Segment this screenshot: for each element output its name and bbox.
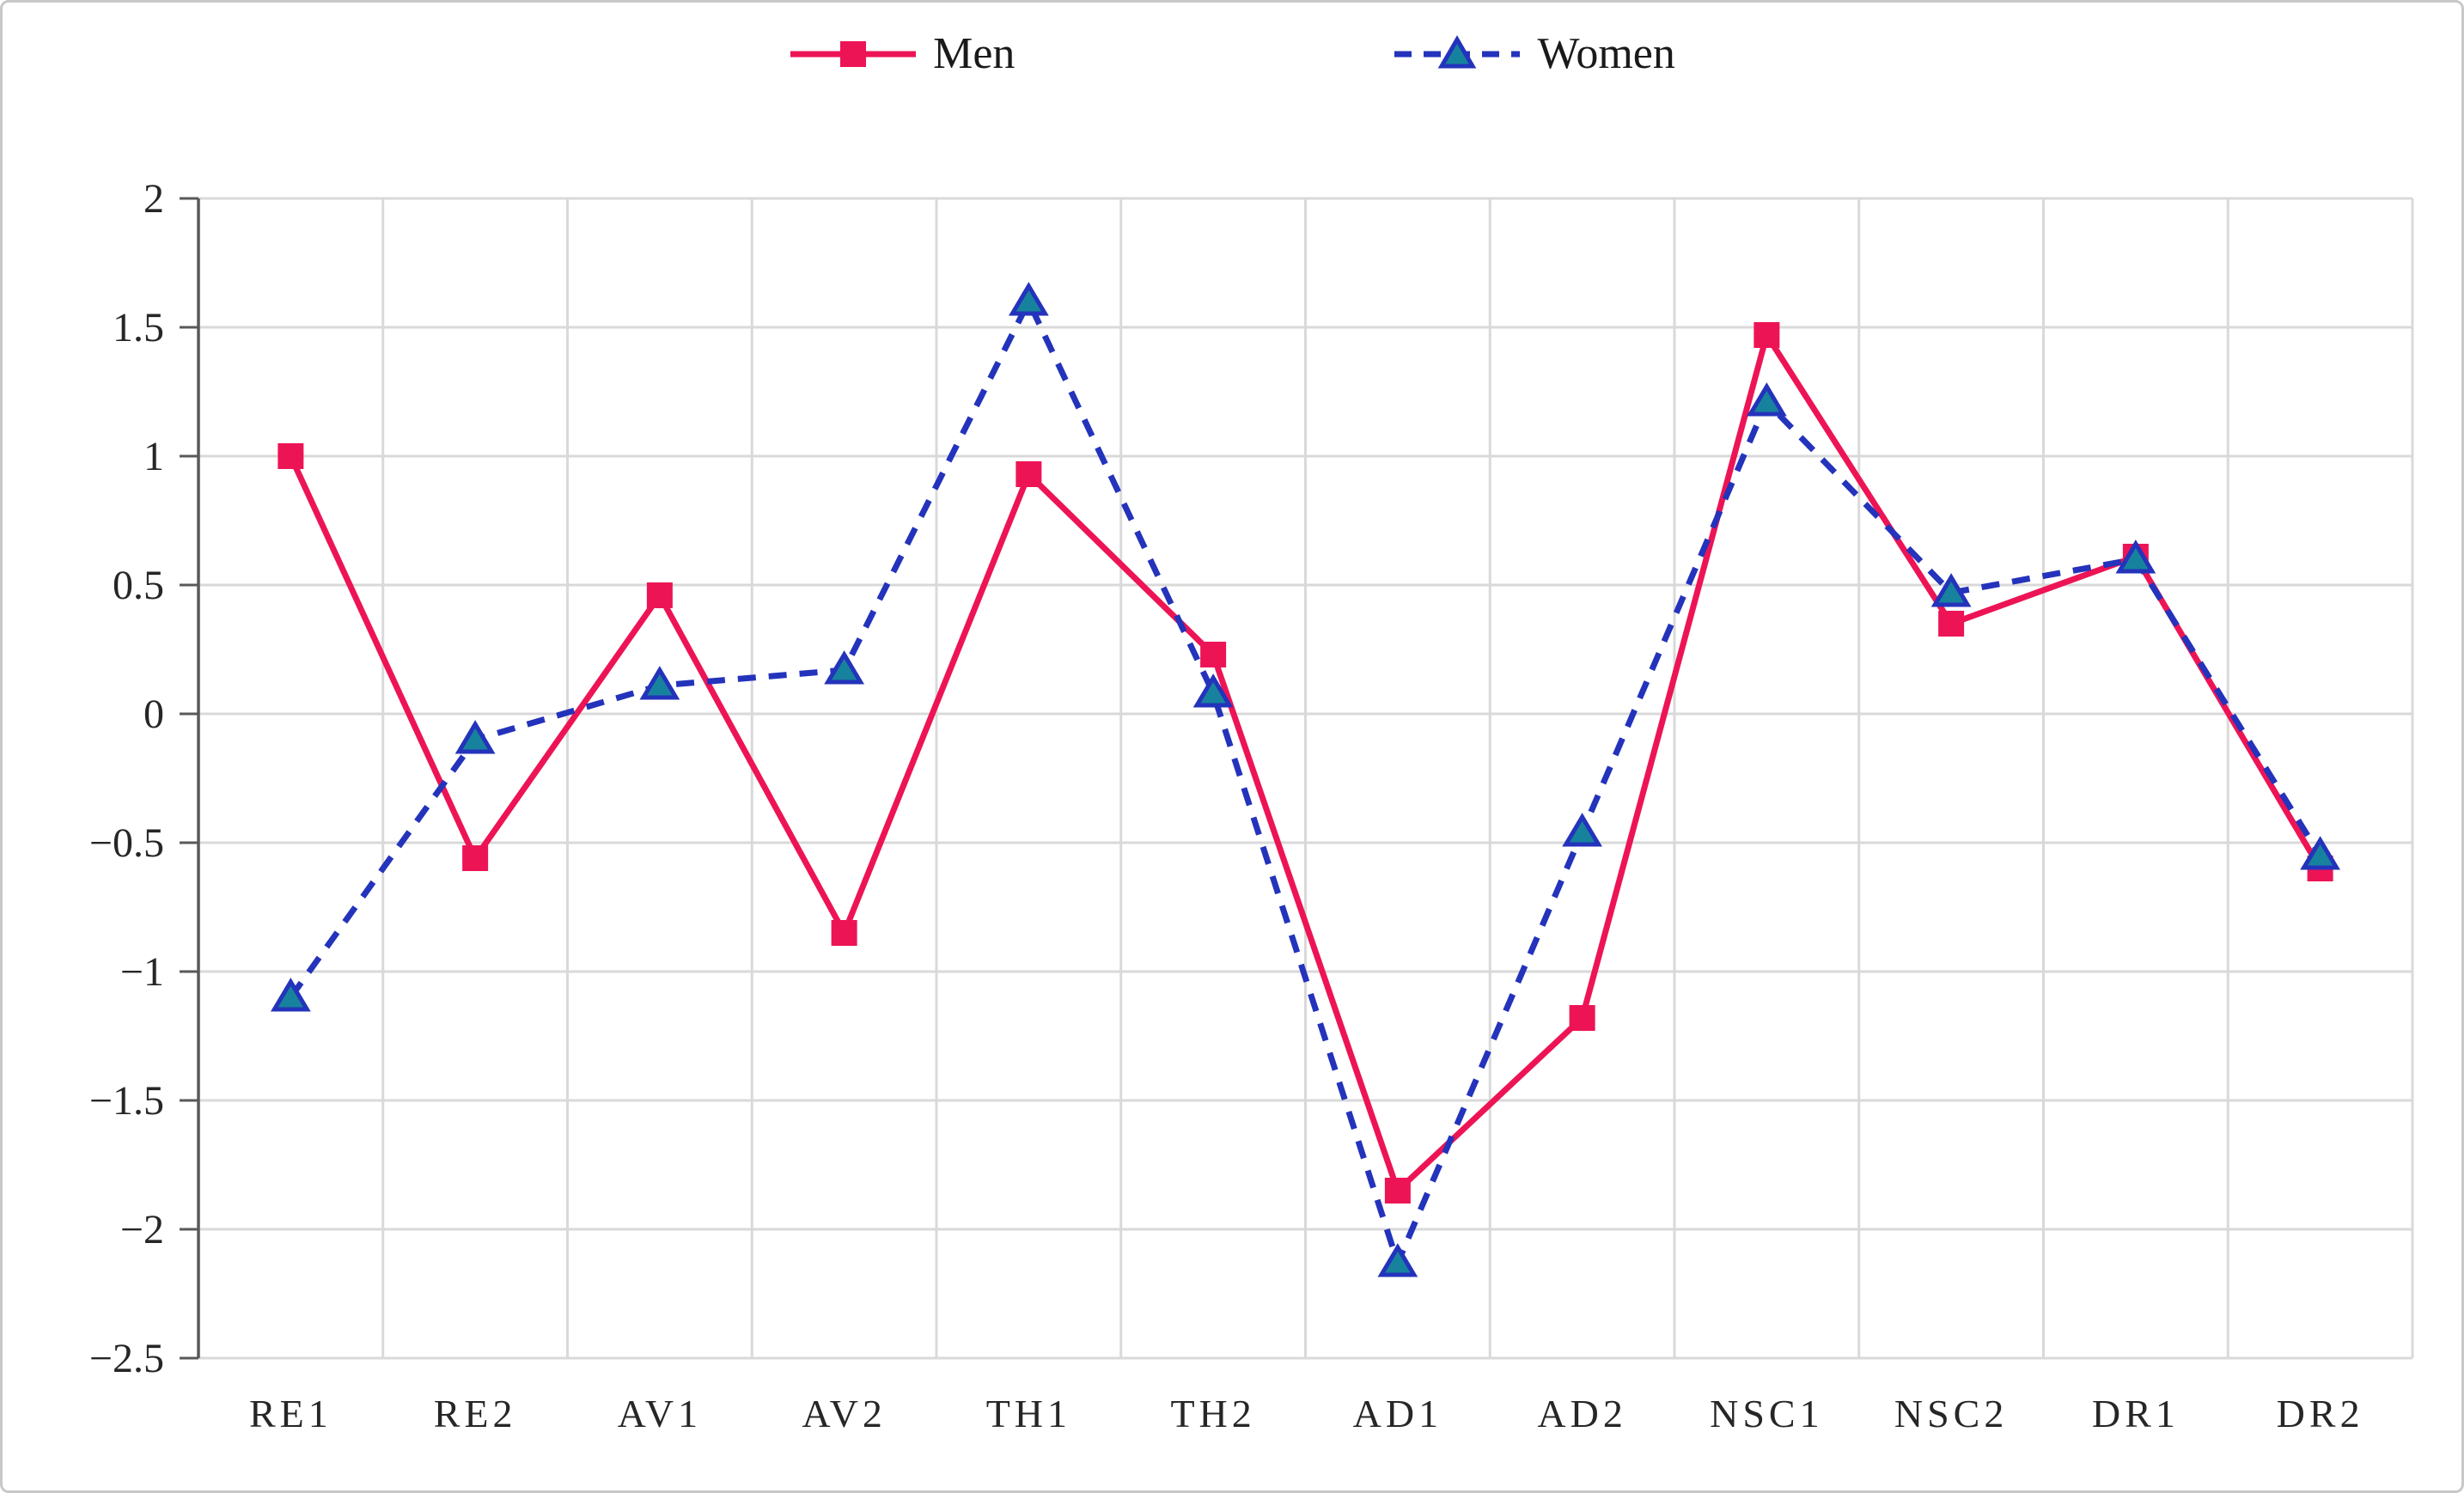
- legend: Men Women: [3, 32, 2461, 76]
- women-line: [288, 298, 2323, 1266]
- y-tick-label: 1.5: [113, 305, 164, 350]
- women-marker: [1008, 282, 1049, 316]
- legend-label-men: Men: [933, 29, 1015, 78]
- x-tick-label: DR2: [2277, 1392, 2364, 1435]
- chart-svg: 2 1.5 1 0.5 0 −0.5 −1 −1.5 −2 −2.5 RE1 RE2 AV1 AV2 TH1…: [89, 176, 2414, 1435]
- women-marker: [2300, 836, 2341, 870]
- men-marker: [462, 845, 489, 871]
- women-marker: [2115, 539, 2156, 574]
- men-marker: [1200, 642, 1227, 667]
- men-legend-sample-icon: [790, 41, 917, 67]
- men-marker: [1938, 611, 1965, 637]
- y-tick-label: −1: [120, 949, 164, 995]
- women-marker: [270, 978, 311, 1012]
- women-marker: [824, 650, 865, 685]
- y-tick-label: 2: [143, 176, 164, 222]
- x-tick-label: AD1: [1353, 1392, 1442, 1435]
- x-tick-label: TH1: [986, 1392, 1071, 1435]
- x-tick-label: DR1: [2092, 1392, 2180, 1435]
- x-tick-label: NSC2: [1894, 1392, 2008, 1435]
- women-marker: [1746, 382, 1787, 417]
- men-marker: [1569, 1005, 1595, 1031]
- men-marker: [831, 920, 857, 946]
- women-legend-sample-icon: [1394, 35, 1521, 69]
- y-tick-label: −1.5: [89, 1078, 164, 1124]
- men-marker: [1753, 322, 1780, 348]
- legend-item-men: Men: [789, 32, 1015, 76]
- women-marker: [1377, 1243, 1418, 1277]
- x-tick-label: AV2: [802, 1392, 887, 1435]
- x-tick-label: AV1: [618, 1392, 703, 1435]
- men-marker: [1384, 1178, 1411, 1204]
- legend-item-women: Women: [1393, 29, 1675, 78]
- women-marker: [454, 720, 496, 754]
- x-tick-label: RE2: [434, 1392, 517, 1435]
- y-tick-label: 0: [143, 692, 164, 737]
- x-tick-label: RE1: [249, 1392, 332, 1435]
- women-marker: [639, 666, 680, 700]
- men-line: [288, 332, 2323, 1194]
- y-tick-label: 0.5: [113, 563, 164, 608]
- men-marker: [278, 443, 304, 469]
- legend-label-women: Women: [1537, 29, 1675, 78]
- men-marker: [646, 582, 673, 608]
- y-tick-label: −2.5: [89, 1336, 164, 1381]
- women-marker: [1930, 573, 1972, 607]
- women-marker: [1562, 813, 1603, 847]
- x-tick-label: AD2: [1537, 1392, 1626, 1435]
- women-marker: [1192, 673, 1234, 708]
- y-tick-label: −2: [120, 1207, 164, 1252]
- y-tick-label: 1: [143, 434, 164, 479]
- x-tick-label: TH2: [1170, 1392, 1255, 1435]
- x-tick-label: NSC1: [1710, 1392, 1823, 1435]
- men-marker: [1015, 461, 1042, 487]
- y-tick-label: −0.5: [89, 820, 164, 866]
